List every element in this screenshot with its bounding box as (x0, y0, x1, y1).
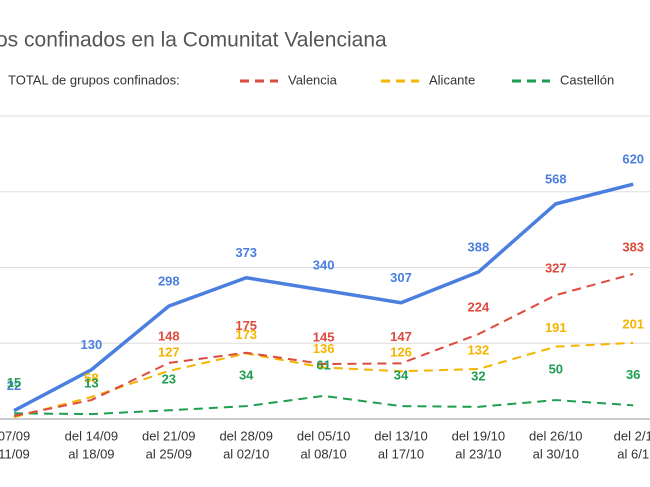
legend-label: Alicante (429, 72, 475, 87)
data-label: 201 (622, 316, 644, 331)
x-tick-label: al 08/10 (300, 446, 346, 461)
data-label: 23 (162, 372, 176, 387)
data-label: 191 (545, 320, 567, 335)
x-tick-label: al 25/09 (146, 446, 192, 461)
data-label: 130 (81, 337, 103, 352)
series-line (13, 394, 634, 416)
x-tick-label: del 14/09 (65, 428, 119, 443)
data-label: 340 (313, 258, 335, 273)
data-label: 568 (545, 171, 567, 186)
x-tick-label: del 21/09 (142, 428, 196, 443)
x-tick-label: al 6/1 (617, 446, 649, 461)
data-label: 15 (7, 375, 21, 390)
x-tick-label: del 13/10 (374, 428, 428, 443)
x-tick-label: del 2/1 (614, 428, 650, 443)
data-label: 22 (7, 378, 21, 393)
x-tick-label: del 28/09 (219, 428, 273, 443)
series-line (13, 182, 634, 413)
data-label: 58 (84, 370, 98, 385)
x-tick-label: del 05/10 (297, 428, 351, 443)
data-label: 307 (390, 270, 412, 285)
series-line (13, 272, 634, 417)
data-label: 61 (316, 357, 330, 372)
x-tick-label: al 23/10 (455, 446, 501, 461)
data-label: 132 (468, 342, 490, 357)
data-label: 373 (235, 245, 257, 260)
x-tick-label: 07/09 (0, 428, 30, 443)
data-label: 136 (313, 341, 335, 356)
data-label: 298 (158, 274, 180, 289)
data-label: 175 (235, 318, 257, 333)
legend-label: TOTAL de grupos confinados: (8, 72, 180, 87)
data-label: 173 (235, 327, 257, 342)
data-label: 147 (390, 329, 412, 344)
data-label: 327 (545, 261, 567, 276)
data-label: 32 (471, 368, 485, 383)
x-tick-label: 11/09 (0, 446, 30, 461)
data-label: 126 (390, 345, 412, 360)
legend-label: Valencia (288, 72, 338, 87)
x-tick-label: del 19/10 (452, 428, 506, 443)
data-label: 224 (468, 300, 490, 315)
x-tick-label: al 02/10 (223, 446, 269, 461)
data-label: 34 (239, 368, 254, 383)
chart-title: os confinados en la Comunitat Valenciana (0, 29, 387, 52)
x-tick-label: al 30/10 (533, 446, 579, 461)
legend-label: Castellón (560, 72, 614, 87)
data-label: 145 (313, 330, 335, 345)
data-label: 13 (84, 376, 98, 391)
data-label: 620 (622, 152, 644, 167)
data-label: 388 (468, 239, 490, 254)
x-tick-label: del 26/10 (529, 428, 583, 443)
x-tick-label: al 18/09 (68, 446, 114, 461)
data-label: 34 (394, 368, 409, 383)
data-label: 36 (626, 367, 640, 382)
data-label: 127 (158, 344, 180, 359)
x-tick-label: al 17/10 (378, 446, 424, 461)
data-label: 383 (622, 239, 644, 254)
data-label: 50 (549, 362, 563, 377)
data-label: 148 (158, 328, 180, 343)
